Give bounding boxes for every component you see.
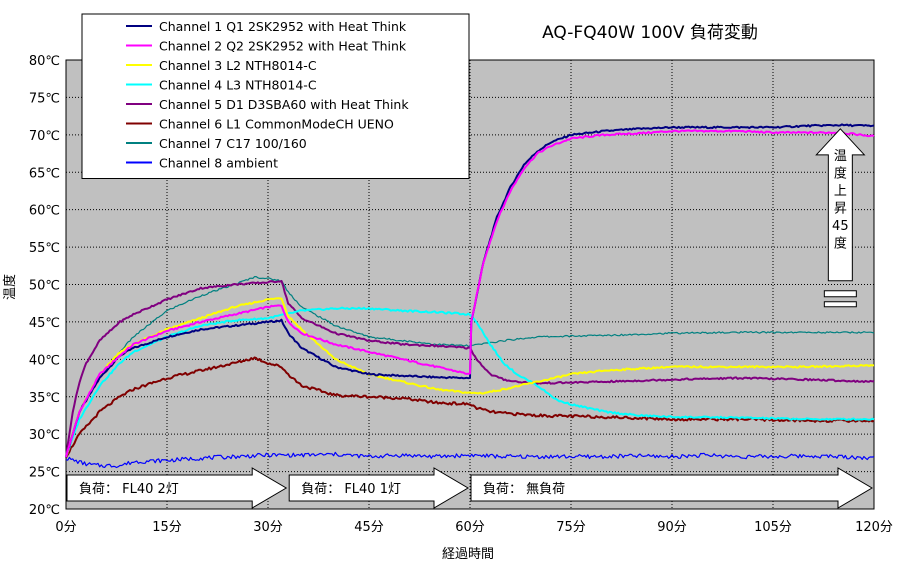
legend-label-channel-3: Channel 3 L2 NTH8014-C — [159, 58, 317, 73]
legend-label-channel-1: Channel 1 Q1 2SK2952 with Heat Think — [159, 19, 407, 34]
legend-label-channel-4: Channel 4 L3 NTH8014-C — [159, 78, 317, 93]
y-tick-label: 75℃ — [29, 91, 60, 106]
legend-label-channel-7: Channel 7 C17 100/160 — [159, 136, 307, 151]
rise-arrow-tail-2 — [823, 301, 857, 308]
phase-arrow-1 — [66, 467, 288, 509]
x-tick-label: 0分 — [55, 520, 76, 535]
series-line-channel-4 — [65, 306, 875, 458]
rise-label: 温度上昇 45 度 — [832, 149, 849, 252]
axis-ticks: 20℃ 25℃ 30℃ 35℃ 40℃ 45℃ 50℃ 55℃ 60℃ 65℃ 70℃ 75℃ 80℃ 0… — [29, 54, 893, 535]
y-tick-label: 70℃ — [29, 129, 60, 144]
x-tick-label: 120分 — [855, 520, 893, 535]
series-line-channel-3 — [65, 297, 875, 458]
x-tick-label: 105分 — [754, 520, 792, 535]
phase-arrow-3 — [470, 467, 873, 509]
legend-box — [81, 13, 470, 179]
series-line-channel-8 — [65, 451, 875, 469]
phase-label-2: 負荷： FL40 1灯 — [301, 482, 401, 497]
phase-label-3: 負荷： 無負荷 — [483, 482, 565, 497]
phase-label-1: 負荷： FL40 2灯 — [79, 482, 179, 497]
x-tick-label: 90分 — [657, 520, 687, 535]
x-tick-label: 30分 — [253, 520, 283, 535]
y-tick-label: 25℃ — [29, 466, 60, 481]
y-tick-label: 50℃ — [29, 279, 60, 294]
x-tick-label: 60分 — [455, 520, 485, 535]
x-tick-label: 15分 — [152, 520, 182, 535]
legend-label-channel-6: Channel 6 L1 CommonModeCH UENO — [159, 117, 394, 132]
y-tick-label: 40℃ — [29, 353, 60, 368]
series-layer — [65, 123, 875, 469]
y-tick-label: 55℃ — [29, 241, 60, 256]
y-tick-label: 60℃ — [29, 204, 60, 219]
y-tick-label: 30℃ — [29, 428, 60, 443]
x-tick-label: 75分 — [556, 520, 586, 535]
legend-label-channel-8: Channel 8 ambient — [159, 156, 278, 171]
rise-arrow-tail-1 — [823, 290, 857, 298]
rise-arrow — [815, 128, 866, 282]
series-line-channel-2 — [65, 129, 875, 458]
legend-label-channel-2: Channel 2 Q2 2SK2952 with Heat Think — [159, 39, 407, 54]
y-axis-label: 温度 — [2, 274, 18, 300]
legend: Channel 1 Q1 2SK2952 with Heat Think Chan… — [81, 13, 470, 179]
x-tick-label: 45分 — [354, 520, 384, 535]
y-tick-label: 35℃ — [29, 391, 60, 406]
series-line-channel-1 — [65, 123, 875, 458]
x-axis-label: 経過時間 — [442, 547, 494, 562]
y-tick-label: 80℃ — [29, 54, 60, 69]
chart-title: AQ-FQ40W 100V 負荷変動 — [542, 23, 758, 43]
annotation-layer: 負荷： FL40 2灯 負荷： FL40 1灯 負荷： 無負荷 温度上昇 45 度 — [66, 128, 873, 509]
y-tick-label: 45℃ — [29, 316, 60, 331]
legend-label-channel-5: Channel 5 D1 D3SBA60 with Heat Think — [159, 97, 409, 112]
plot-border — [65, 59, 875, 510]
phase-arrow-2 — [288, 467, 469, 509]
y-tick-label: 20℃ — [29, 503, 60, 518]
y-tick-label: 65℃ — [29, 166, 60, 181]
